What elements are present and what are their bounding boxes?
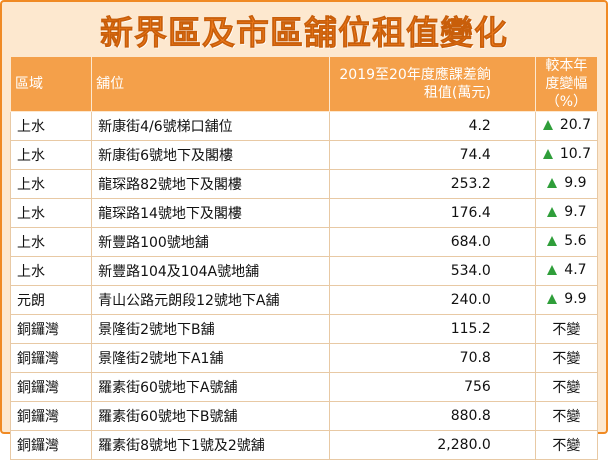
shop-cell: 新康街4/6號梯口舖位	[91, 111, 331, 141]
up-arrow	[542, 120, 553, 130]
change: 10.7	[542, 146, 591, 162]
rent-cell: 756	[329, 372, 536, 402]
rent-cell: 880.8	[329, 401, 536, 431]
district-cell: 上水	[9, 140, 93, 170]
table-body: 上水 新康街4/6號梯口舖位 4.2 20.7 上水 新康街6號地下及閣樓 74.4 10.7…	[9, 111, 599, 460]
rent-cell: 74.4	[329, 140, 536, 170]
table-row: 銅鑼灣 景隆街2號地下B舖 115.2 不變	[9, 314, 599, 344]
change: 9.7	[546, 204, 587, 220]
change-value: 9.9	[564, 175, 587, 191]
table-row: 元朗 青山公路元朗段12號地下A舖 240.0 9.9	[9, 285, 599, 315]
shop-cell: 龍琛路82號地下及閣樓	[91, 169, 331, 199]
rent-cell: 534.0	[329, 256, 536, 286]
change-cell: 不變	[534, 401, 599, 431]
rent-cell: 2,280.0	[329, 430, 536, 460]
table-row: 上水 新康街4/6號梯口舖位 4.2 20.7	[9, 111, 599, 141]
rent-cell: 4.2	[329, 111, 536, 141]
change-cell: 4.7	[534, 256, 599, 286]
district-cell: 銅鑼灣	[9, 343, 93, 373]
rent-cell: 684.0	[329, 227, 536, 257]
header-row: 區域 舖位 2019至20年度應課差餉租值(萬元) 較本年度變幅（%）	[9, 56, 599, 112]
district-cell: 銅鑼灣	[9, 372, 93, 402]
shop-cell: 龍琛路14號地下及閣樓	[91, 198, 331, 228]
header-cell: 2019至20年度應課差餉租值(萬元)	[329, 56, 536, 112]
shop-cell: 青山公路元朗段12號地下A舖	[91, 285, 331, 315]
district-cell: 上水	[9, 111, 93, 141]
rent-table: 區域 舖位 2019至20年度應課差餉租值(萬元) 較本年度變幅（%） 上水 新康街4/…	[9, 56, 599, 460]
change-value: 10.7	[559, 146, 591, 162]
table-row: 銅鑼灣 羅素街60號地下A號舖 756 不變	[9, 372, 599, 402]
shop-cell: 羅素街8號地下1號及2號舖	[91, 430, 331, 460]
shop-cell: 羅素街60號地下A號舖	[91, 372, 331, 402]
district-cell: 上水	[9, 227, 93, 257]
table-row: 上水 新豐路100號地舖 684.0 5.6	[9, 227, 599, 257]
rent-cell: 253.2	[329, 169, 536, 199]
district-cell: 銅鑼灣	[9, 430, 93, 460]
table-row: 銅鑼灣 景隆街2號地下A1舖 70.8 不變	[9, 343, 599, 373]
change: 4.7	[546, 262, 587, 278]
change-cell: 不變	[534, 430, 599, 460]
up-arrow	[547, 207, 558, 217]
shop-cell: 新豐路100號地舖	[91, 227, 331, 257]
change-value: 9.9	[564, 291, 587, 307]
up-arrow	[542, 149, 553, 159]
change-cell: 10.7	[534, 140, 599, 170]
up-arrow	[547, 294, 558, 304]
change: 9.9	[546, 175, 587, 191]
district-cell: 銅鑼灣	[9, 401, 93, 431]
change-cell: 不變	[534, 372, 599, 402]
change-cell: 20.7	[534, 111, 599, 141]
change-cell: 9.9	[534, 285, 599, 315]
change-cell: 5.6	[534, 227, 599, 257]
change-value: 9.7	[564, 204, 587, 220]
change-value: 5.6	[564, 233, 587, 249]
up-arrow	[547, 178, 558, 188]
rent-cell: 70.8	[329, 343, 536, 373]
district-cell: 上水	[9, 198, 93, 228]
change-value: 20.7	[559, 117, 591, 133]
table-row: 上水 新康街6號地下及閣樓 74.4 10.7	[9, 140, 599, 170]
rent-cell: 115.2	[329, 314, 536, 344]
table-row: 銅鑼灣 羅素街60號地下B號舖 880.8 不變	[9, 401, 599, 431]
change-cell: 9.7	[534, 198, 599, 228]
shop-cell: 新豐路104及104A號地舖	[91, 256, 331, 286]
change: 20.7	[542, 117, 591, 133]
rent-cell: 240.0	[329, 285, 536, 315]
header-cell: 舖位	[91, 56, 331, 112]
header-cell: 區域	[9, 56, 93, 112]
header-cell: 較本年度變幅（%）	[534, 56, 599, 112]
change: 9.9	[546, 291, 587, 307]
district-cell: 元朗	[9, 285, 93, 315]
shop-cell: 景隆街2號地下A1舖	[91, 343, 331, 373]
change-cell: 不變	[534, 314, 599, 344]
change-cell: 9.9	[534, 169, 599, 199]
shop-cell: 新康街6號地下及閣樓	[91, 140, 331, 170]
district-cell: 上水	[9, 256, 93, 286]
table-row: 銅鑼灣 羅素街8號地下1號及2號舖 2,280.0 不變	[9, 430, 599, 460]
change: 5.6	[546, 233, 587, 249]
shop-cell: 羅素街60號地下B號舖	[91, 401, 331, 431]
up-arrow	[547, 265, 558, 275]
district-cell: 上水	[9, 169, 93, 199]
title: 新界區及市區舖位租值變化	[100, 13, 508, 53]
shop-cell: 景隆街2號地下B舖	[91, 314, 331, 344]
table-row: 上水 龍琛路14號地下及閣樓 176.4 9.7	[9, 198, 599, 228]
rent-cell: 176.4	[329, 198, 536, 228]
change-value: 4.7	[564, 262, 587, 278]
table-row: 上水 新豐路104及104A號地舖 534.0 4.7	[9, 256, 599, 286]
change-cell: 不變	[534, 343, 599, 373]
district-cell: 銅鑼灣	[9, 314, 93, 344]
up-arrow	[547, 236, 558, 246]
table-row: 上水 龍琛路82號地下及閣樓 253.2 9.9	[9, 169, 599, 199]
